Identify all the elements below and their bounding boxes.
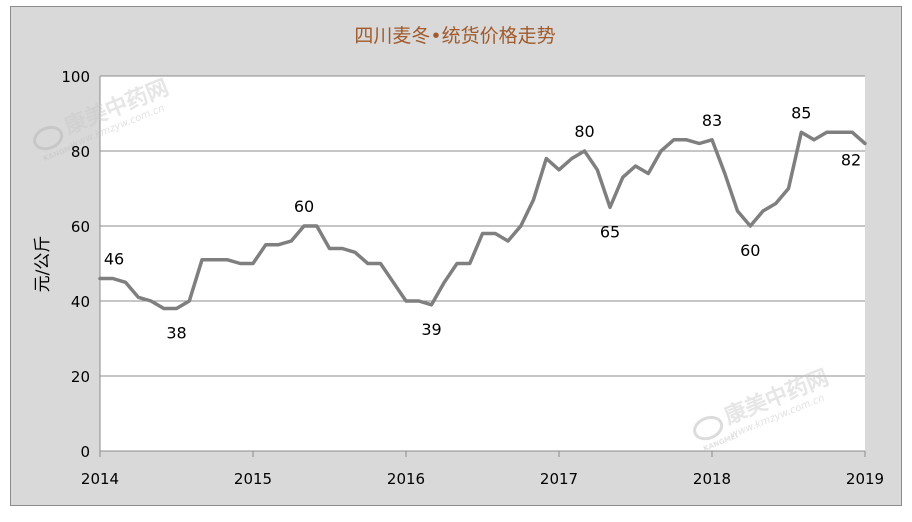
data-label: 80 <box>574 122 594 141</box>
x-tick-label: 2015 <box>234 470 272 488</box>
tick-layer: 0 20 40 60 80 100 2014 2015 2016 2017 2018 2019 <box>61 68 884 488</box>
plot-area <box>100 76 865 451</box>
data-label-layer: 46 38 60 39 80 65 83 60 85 82 <box>104 103 861 342</box>
x-tick-label: 2018 <box>693 470 731 488</box>
y-tick-label: 0 <box>80 443 90 461</box>
watermark-logo <box>33 125 64 151</box>
data-label: 60 <box>740 241 760 260</box>
y-tick-label: 80 <box>71 143 90 161</box>
data-label: 82 <box>841 151 861 170</box>
watermark-logo <box>693 415 724 441</box>
y-tick-label: 100 <box>61 68 90 86</box>
x-tick-label: 2014 <box>81 470 119 488</box>
series-layer <box>98 130 867 311</box>
data-label: 85 <box>791 103 811 122</box>
grid-layer <box>99 75 865 452</box>
y-tick-label: 40 <box>71 293 90 311</box>
data-label: 60 <box>294 197 314 216</box>
data-label: 46 <box>104 250 124 269</box>
x-tick-label: 2019 <box>846 470 884 488</box>
y-tick-label: 20 <box>71 368 90 386</box>
y-tick-label: 60 <box>71 218 90 236</box>
chart-title: 四川麦冬•统货价格走势 <box>354 25 555 47</box>
data-label: 65 <box>600 222 620 241</box>
x-tick-label: 2017 <box>540 470 578 488</box>
y-axis-label: 元/公斤 <box>33 236 53 293</box>
x-tick-label: 2016 <box>387 470 425 488</box>
data-label: 38 <box>166 324 186 343</box>
data-label: 39 <box>421 320 441 339</box>
data-label: 83 <box>702 111 722 130</box>
